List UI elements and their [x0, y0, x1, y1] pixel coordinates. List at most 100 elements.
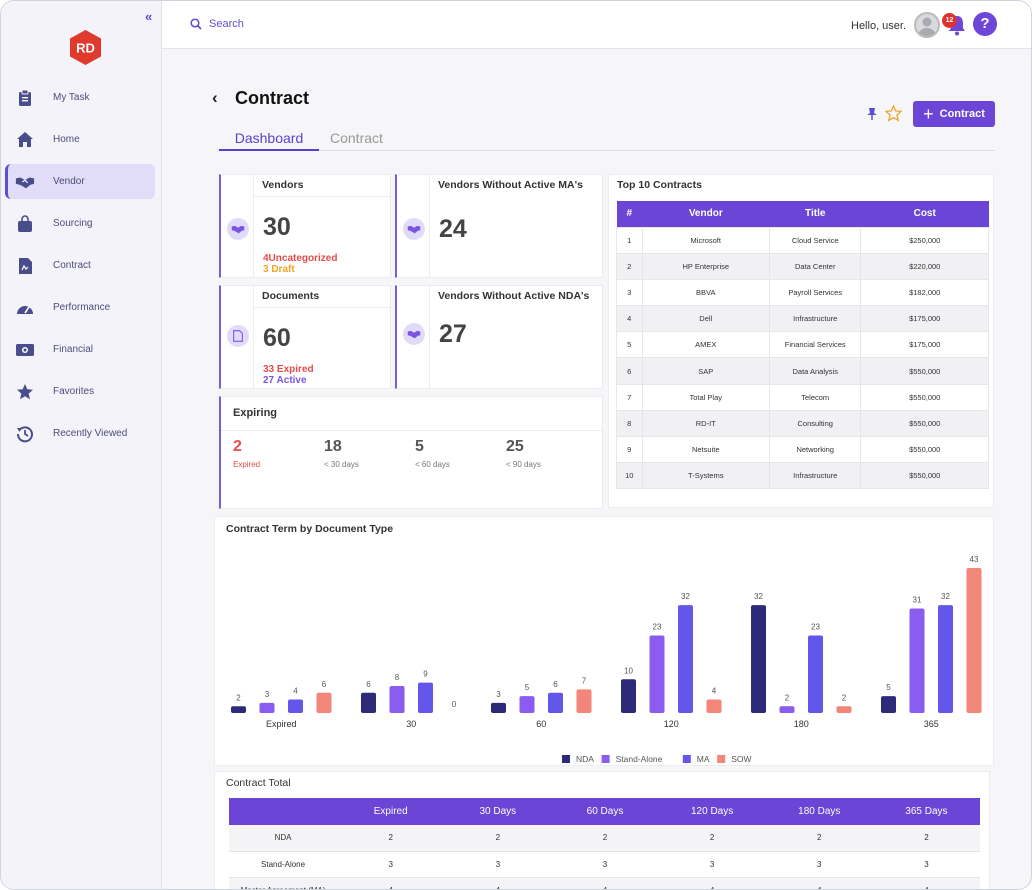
sidebar-item-label: Recently Viewed — [53, 428, 128, 439]
tab-contract[interactable]: Contract — [330, 130, 383, 146]
bar-nda[interactable] — [491, 702, 506, 713]
vendors-card[interactable]: Vendors 30 4Uncategorized 3 Draft — [219, 174, 391, 278]
column-header[interactable] — [229, 798, 338, 825]
sidebar-item-financial[interactable]: Financial — [5, 332, 155, 367]
bar-stand-alone[interactable] — [909, 608, 925, 713]
table-row[interactable]: NDA 2 2 2 2 2 2 — [229, 825, 980, 852]
vendors-without-nda-card[interactable]: Vendors Without Active NDA's 27 — [395, 285, 603, 389]
documents-card[interactable]: Documents 60 33 Expired 27 Active — [219, 285, 391, 389]
table-row[interactable]: 3 BBVA Payroll Services $182,000 — [616, 278, 989, 307]
data-label: 31 — [913, 595, 922, 604]
table-row[interactable]: 4 Dell Infrastructure $175,000 — [616, 305, 989, 333]
under-30-stat[interactable]: 18 < 30 days — [324, 438, 359, 469]
table-row[interactable]: 2 HP Enterprise Data Center $220,000 — [616, 252, 989, 280]
table-row[interactable]: 9 Netsuite Networking $550,000 — [616, 435, 989, 464]
table-cell: 7 — [616, 383, 643, 411]
favorite-star-icon[interactable] — [885, 105, 902, 122]
sidebar-item-recently-viewed[interactable]: Recently Viewed — [5, 416, 155, 451]
bar-nda[interactable] — [751, 605, 766, 713]
column-header[interactable]: Expired — [337, 798, 445, 825]
column-header[interactable]: Cost — [860, 201, 989, 227]
column-header[interactable]: # — [616, 201, 642, 227]
table-row[interactable]: 5 AMEX Financial Services $175,000 — [616, 331, 989, 359]
table-row[interactable]: 7 Total Play Telecom $550,000 — [616, 383, 989, 411]
column-header[interactable]: 60 Days — [551, 798, 659, 825]
back-arrow-icon[interactable]: ‹ — [212, 88, 218, 107]
table-cell: Networking — [769, 435, 862, 464]
bar-ma[interactable] — [678, 605, 693, 713]
sidebar-item-home[interactable]: Home — [5, 122, 155, 157]
sidebar-item-label: Home — [53, 134, 80, 145]
bar-stand-alone[interactable] — [779, 706, 795, 713]
column-header[interactable]: 365 Days — [872, 798, 980, 825]
stat-label: < 60 days — [415, 460, 450, 469]
bar-nda[interactable] — [231, 706, 246, 713]
column-header[interactable]: 30 Days — [444, 798, 552, 825]
draft-count: 3 Draft — [263, 264, 295, 275]
table-row[interactable]: 8 RD-IT Consulting $550,000 — [616, 409, 989, 438]
bar-ma[interactable] — [938, 605, 953, 713]
expired-count: 33 Expired — [263, 364, 314, 375]
bar-stand-alone[interactable] — [649, 635, 665, 713]
column-header[interactable]: 120 Days — [658, 798, 766, 825]
vendors-without-ma-card[interactable]: Vendors Without Active MA's 24 — [395, 174, 603, 278]
bar-nda[interactable] — [881, 696, 896, 713]
bar-ma[interactable] — [288, 699, 303, 713]
stat-value: 2 — [233, 438, 242, 455]
bar-sow[interactable] — [316, 692, 332, 713]
sidebar-item-performance[interactable]: Performance — [5, 290, 155, 325]
bar-sow[interactable] — [576, 689, 592, 713]
table-cell: 6 — [616, 357, 643, 385]
under-60-stat[interactable]: 5 < 60 days — [415, 438, 450, 469]
bar-ma[interactable] — [548, 692, 563, 713]
column-header[interactable]: Title — [769, 201, 861, 227]
table-cell: Infrastructure — [769, 305, 862, 333]
table-cell: Infrastructure — [769, 462, 862, 490]
data-label: 6 — [366, 680, 371, 689]
card-title: Top 10 Contracts — [617, 179, 702, 191]
rd-logo[interactable]: RD — [68, 29, 103, 66]
table-row[interactable]: Stand-Alone 3 3 3 3 3 3 — [229, 851, 980, 878]
table-row[interactable]: 1 Microsoft Cloud Service $250,000 — [616, 226, 989, 254]
sidebar-item-my-task[interactable]: My Task — [5, 80, 155, 115]
sidebar-item-sourcing[interactable]: Sourcing — [5, 206, 155, 241]
search-input[interactable]: Search — [190, 18, 244, 30]
expired-stat[interactable]: 2 Expired — [233, 438, 260, 469]
table-cell: $550,000 — [860, 435, 989, 464]
column-header[interactable]: 180 Days — [765, 798, 873, 825]
legend-swatch — [562, 755, 570, 763]
bar-ma[interactable] — [808, 635, 823, 713]
collapse-sidebar-icon[interactable]: « — [145, 9, 153, 24]
column-header[interactable]: Vendor — [642, 201, 770, 227]
legend-swatch — [717, 755, 726, 763]
tab-dashboard[interactable]: Dashboard — [219, 130, 319, 151]
data-label: 2 — [842, 693, 847, 702]
bar-nda[interactable] — [621, 679, 636, 713]
bar-nda[interactable] — [361, 692, 376, 713]
bar-sow[interactable] — [966, 568, 982, 713]
table-row[interactable]: Master Agreement (MA) 4 4 4 4 4 4 — [229, 877, 980, 889]
sidebar-item-favorites[interactable]: Favorites — [5, 374, 155, 409]
bar-sow[interactable] — [706, 699, 722, 713]
add-contract-button[interactable]: + Contract — [913, 101, 995, 127]
category-label: 180 — [794, 719, 809, 729]
pin-icon[interactable] — [865, 107, 879, 121]
sidebar-item-contract[interactable]: Contract — [5, 248, 155, 283]
card-icon-column — [221, 175, 254, 277]
bar-stand-alone[interactable] — [389, 686, 405, 713]
under-90-stat[interactable]: 25 < 90 days — [506, 438, 541, 469]
help-button[interactable]: ? — [973, 12, 997, 36]
bar-stand-alone[interactable] — [519, 696, 535, 713]
table-row[interactable]: 6 SAP Data Analysis $550,000 — [616, 357, 989, 385]
table-cell: Telecom — [769, 383, 862, 411]
bar-sow[interactable] — [836, 706, 852, 713]
sidebar-item-vendor[interactable]: Vendor — [5, 164, 155, 199]
top-10-contracts-card: Top 10 Contracts # Vendor Title Cost 1 Mi… — [608, 174, 994, 508]
avatar[interactable] — [914, 12, 940, 38]
table-row[interactable]: 10 T-Systems Infrastructure $550,000 — [616, 462, 989, 490]
table-cell: $175,000 — [860, 305, 989, 333]
bar-ma[interactable] — [418, 682, 433, 713]
table-cell: SAP — [641, 357, 771, 385]
bar-stand-alone[interactable] — [259, 702, 275, 713]
